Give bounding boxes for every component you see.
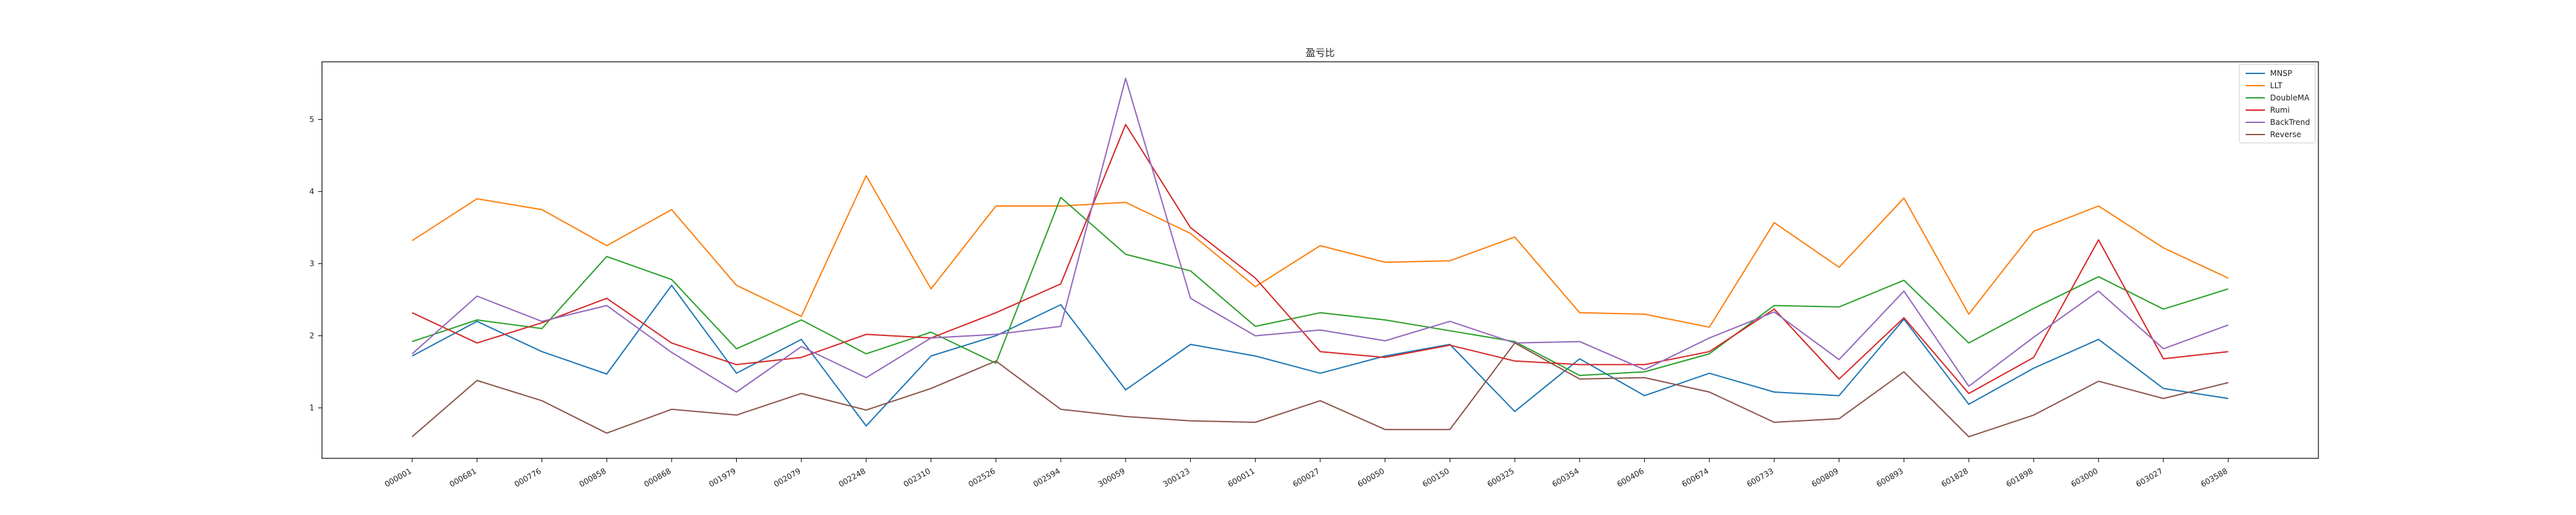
x-tick-label: 002079 xyxy=(772,466,802,489)
plot-area xyxy=(321,61,2319,459)
legend: MNSP LLT DoubleMA Rumi BackTrend Reverse xyxy=(2239,64,2316,144)
x-tick-label: 600325 xyxy=(1486,466,1516,489)
x-tick-label: 600027 xyxy=(1291,466,1321,489)
x-tick-label: 603027 xyxy=(2134,466,2164,489)
y-tick-label: 1 xyxy=(309,404,314,413)
x-tick-label: 000681 xyxy=(448,466,478,489)
series-line-backtrend xyxy=(412,77,2229,393)
x-tick-label: 600150 xyxy=(1421,466,1451,489)
series-line-doublema xyxy=(412,196,2229,377)
x-tick-label: 603588 xyxy=(2199,466,2230,489)
series-lines xyxy=(412,77,2229,438)
x-tick-label: 600406 xyxy=(1615,466,1645,489)
y-tick-label: 2 xyxy=(309,332,314,341)
x-tick-label: 601828 xyxy=(1940,466,1970,489)
x-tick-label: 002594 xyxy=(1032,466,1062,489)
x-tick-label: 600674 xyxy=(1680,466,1710,489)
x-tick-label: 000858 xyxy=(578,466,608,489)
legend-label-mnsp: MNSP xyxy=(2270,69,2292,78)
x-tick-label: 601898 xyxy=(2005,466,2035,489)
x-tick-label: 001979 xyxy=(707,466,737,489)
legend-label-rumi: Rumi xyxy=(2270,106,2289,115)
x-tick-label: 600354 xyxy=(1551,466,1581,489)
x-tick-label: 600809 xyxy=(1810,466,1841,489)
x-tick-label: 600011 xyxy=(1226,466,1256,489)
x-tick-label: 000868 xyxy=(643,466,673,489)
x-tick-label: 002310 xyxy=(902,466,933,489)
x-tick-label: 600733 xyxy=(1745,466,1776,489)
x-tick-label: 002248 xyxy=(837,466,867,489)
x-tick-label: 600050 xyxy=(1356,466,1387,489)
x-tick-label: 300123 xyxy=(1161,466,1191,489)
x-tick-label: 000001 xyxy=(383,466,413,489)
series-line-reverse xyxy=(412,342,2229,438)
legend-frame xyxy=(2239,64,2316,144)
x-tick-label: 000776 xyxy=(513,466,543,489)
legend-label-reverse: Reverse xyxy=(2270,130,2301,139)
y-axis: 1 2 3 4 5 xyxy=(309,115,322,413)
y-tick-label: 3 xyxy=(309,259,314,268)
x-axis: 000001 000681 000776 000858 000868 001979 0020… xyxy=(383,458,2230,489)
series-line-llt xyxy=(412,175,2229,328)
x-tick-label: 603000 xyxy=(2069,466,2099,489)
y-tick-label: 4 xyxy=(309,187,314,196)
series-line-mnsp xyxy=(412,285,2229,427)
series-line-rumi xyxy=(412,124,2229,395)
legend-label-llt: LLT xyxy=(2270,81,2283,90)
chart-title: 盈亏比 xyxy=(1305,47,1334,59)
x-tick-label: 300059 xyxy=(1097,466,1127,489)
legend-label-backtrend: BackTrend xyxy=(2270,118,2310,127)
y-tick-label: 5 xyxy=(309,115,314,124)
x-tick-label: 002526 xyxy=(967,466,997,489)
x-tick-label: 600893 xyxy=(1875,466,1905,489)
legend-label-doublema: DoubleMA xyxy=(2270,93,2310,102)
